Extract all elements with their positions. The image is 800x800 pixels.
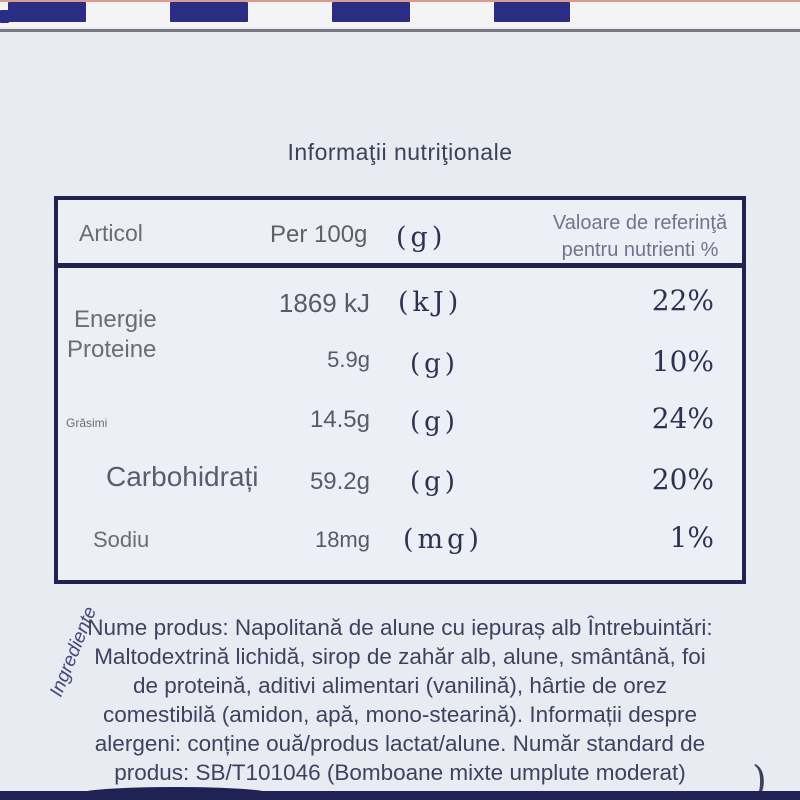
row-value-proteine: 5.9g xyxy=(327,347,370,372)
row-value-grasimi: 14.5g xyxy=(309,406,370,433)
row-label-proteine: Proteine xyxy=(67,336,157,363)
package-top-edge-line xyxy=(0,0,800,2)
description-line: alergeni: conține ouă/produs lactat/alun… xyxy=(94,731,706,756)
col-header-item: Articol xyxy=(79,220,143,246)
row-value-carbohidrati: 59.2g xyxy=(309,468,370,495)
stray-parenthesis-glyph: ) xyxy=(752,758,767,800)
description-line: Nume produs: Napolitană de alune cu iepu… xyxy=(87,615,713,640)
edge-stripe xyxy=(494,2,570,22)
row-unit-carbohidrati: (g) xyxy=(410,467,459,497)
row-unit-sodiu: (mg) xyxy=(403,524,483,555)
package-bottom-edge xyxy=(0,791,800,800)
description-line: de proteină, aditivi alimentari (vanilin… xyxy=(132,673,668,698)
row-unit-grasimi: (g) xyxy=(410,407,459,437)
col-header-quantity-unit: (g) xyxy=(396,222,447,253)
row-percent-sodiu: 1% xyxy=(669,521,714,554)
nutrition-title: Informaţii nutriţionale xyxy=(287,139,513,165)
nutrition-table xyxy=(54,196,746,584)
table-header-separator xyxy=(54,263,746,268)
col-header-reference-line1: Valoare de referinţă xyxy=(552,212,728,234)
row-value-energie: 1869 kJ xyxy=(278,288,370,318)
row-percent-proteine: 10% xyxy=(651,345,714,378)
row-label-grasimi: Grăsimi xyxy=(66,416,108,430)
row-unit-energie: (kJ) xyxy=(398,287,463,318)
row-percent-energie: 22% xyxy=(651,284,714,317)
row-value-sodiu: 18mg xyxy=(314,527,370,552)
edge-stripe xyxy=(8,2,86,22)
edge-stripe xyxy=(0,10,9,23)
col-header-reference-line2: pentru nutrienti % xyxy=(561,239,719,261)
row-percent-grasimi: 24% xyxy=(651,402,714,435)
description-line: Maltodextrină lichidă, sirop de zahăr al… xyxy=(94,644,706,669)
description-line: produs: SB/T101046 (Bomboane mixte umplu… xyxy=(114,760,686,785)
package-fold-line xyxy=(0,29,800,32)
edge-stripe xyxy=(332,2,410,22)
row-percent-carbohidrati: 20% xyxy=(651,463,714,496)
edge-stripe xyxy=(170,2,248,22)
col-header-quantity: Per 100g xyxy=(270,221,368,248)
row-label-carbohidrati: Carbohidrați xyxy=(106,461,259,492)
row-unit-proteine: (g) xyxy=(410,349,459,379)
row-label-sodiu: Sodiu xyxy=(93,527,150,552)
row-label-energie: Energie xyxy=(74,306,157,333)
description-line: comestibilă (amidon, apă, mono-stearină)… xyxy=(102,702,698,727)
